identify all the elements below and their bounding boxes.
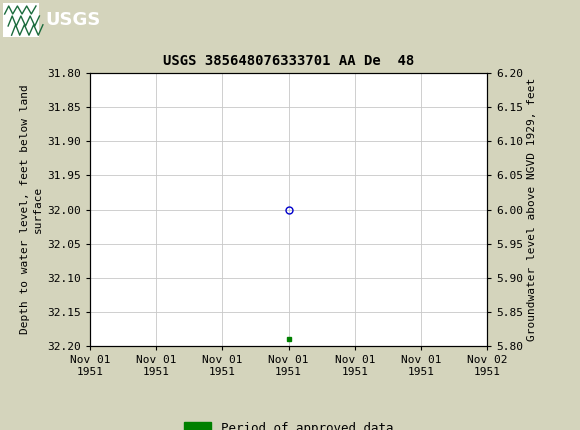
Y-axis label: Groundwater level above NGVD 1929, feet: Groundwater level above NGVD 1929, feet	[527, 78, 538, 341]
Y-axis label: Depth to water level, feet below land
surface: Depth to water level, feet below land su…	[20, 85, 43, 335]
Title: USGS 385648076333701 AA De  48: USGS 385648076333701 AA De 48	[163, 54, 414, 68]
Bar	[3, 3, 39, 37]
Legend: Period of approved data: Period of approved data	[179, 417, 398, 430]
Text: USGS: USGS	[45, 11, 100, 29]
